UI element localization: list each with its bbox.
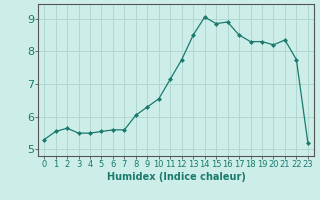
X-axis label: Humidex (Indice chaleur): Humidex (Indice chaleur): [107, 172, 245, 182]
